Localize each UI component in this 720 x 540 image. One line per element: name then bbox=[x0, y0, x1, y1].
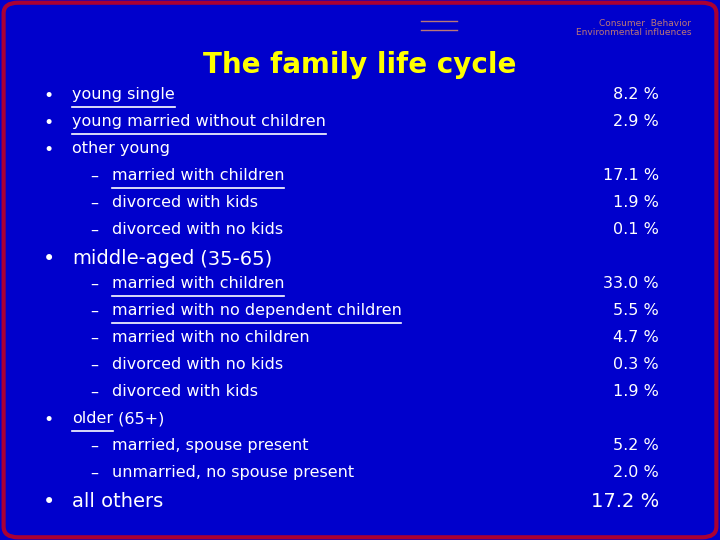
Text: married with children: married with children bbox=[112, 168, 284, 184]
Text: divorced with kids: divorced with kids bbox=[112, 384, 258, 400]
Text: all others: all others bbox=[72, 492, 163, 511]
Text: 17.1 %: 17.1 % bbox=[603, 168, 659, 184]
Text: Consumer  Behavior: Consumer Behavior bbox=[599, 19, 691, 28]
Text: –: – bbox=[90, 438, 98, 454]
Text: 2.9 %: 2.9 % bbox=[613, 114, 659, 130]
Text: •: • bbox=[43, 492, 55, 512]
Text: •: • bbox=[43, 411, 53, 429]
Text: (65+): (65+) bbox=[113, 411, 164, 427]
Text: 2.0 %: 2.0 % bbox=[613, 465, 659, 481]
Text: –: – bbox=[90, 330, 98, 346]
Text: older: older bbox=[72, 411, 113, 427]
Text: unmarried, no spouse present: unmarried, no spouse present bbox=[112, 465, 354, 481]
Text: married, spouse present: married, spouse present bbox=[112, 438, 308, 454]
Text: young single: young single bbox=[72, 87, 175, 103]
Text: divorced with kids: divorced with kids bbox=[112, 195, 258, 211]
Text: •: • bbox=[43, 141, 53, 159]
Text: –: – bbox=[90, 303, 98, 319]
Text: 5.2 %: 5.2 % bbox=[613, 438, 659, 454]
Text: –: – bbox=[90, 276, 98, 292]
Text: –: – bbox=[90, 195, 98, 211]
Text: –: – bbox=[90, 168, 98, 184]
Text: 8.2 %: 8.2 % bbox=[613, 87, 659, 103]
Text: 5.5 %: 5.5 % bbox=[613, 303, 659, 319]
Text: 0.1 %: 0.1 % bbox=[613, 222, 659, 238]
FancyBboxPatch shape bbox=[4, 3, 716, 537]
Text: –: – bbox=[90, 357, 98, 373]
Text: 1.9 %: 1.9 % bbox=[613, 195, 659, 211]
Text: 4.7 %: 4.7 % bbox=[613, 330, 659, 346]
Text: 17.2 %: 17.2 % bbox=[590, 492, 659, 511]
Text: –: – bbox=[90, 384, 98, 400]
Text: •: • bbox=[43, 114, 53, 132]
Text: married with no children: married with no children bbox=[112, 330, 309, 346]
Text: Environmental influences: Environmental influences bbox=[576, 28, 691, 37]
Text: •: • bbox=[43, 249, 55, 269]
Text: The family life cycle: The family life cycle bbox=[203, 51, 517, 79]
Text: married with children: married with children bbox=[112, 276, 284, 292]
Text: 33.0 %: 33.0 % bbox=[603, 276, 659, 292]
Text: divorced with no kids: divorced with no kids bbox=[112, 222, 283, 238]
Text: other young: other young bbox=[72, 141, 170, 157]
Text: divorced with no kids: divorced with no kids bbox=[112, 357, 283, 373]
Text: (35-65): (35-65) bbox=[194, 249, 273, 268]
Text: 0.3 %: 0.3 % bbox=[613, 357, 659, 373]
Text: –: – bbox=[90, 222, 98, 238]
Text: 1.9 %: 1.9 % bbox=[613, 384, 659, 400]
Text: middle-aged: middle-aged bbox=[72, 249, 194, 268]
Text: •: • bbox=[43, 87, 53, 105]
Text: young married without children: young married without children bbox=[72, 114, 326, 130]
Text: –: – bbox=[90, 465, 98, 481]
Text: married with no dependent children: married with no dependent children bbox=[112, 303, 402, 319]
